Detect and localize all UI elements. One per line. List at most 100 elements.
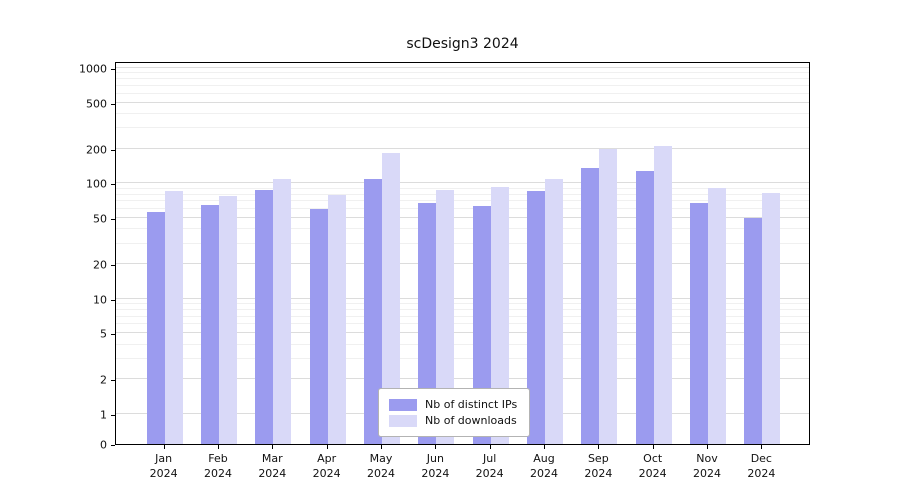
x-tick-month: Jul — [483, 452, 497, 465]
x-tick-mark — [761, 445, 763, 449]
x-tick-label: May 2024 — [367, 452, 395, 482]
x-tick-year: 2024 — [312, 466, 341, 480]
chart-title: scDesign3 2024 — [406, 36, 519, 52]
x-tick-mark — [435, 445, 437, 449]
legend-label-distinct-ips: Nb of distinct IPs — [425, 398, 518, 411]
major-gridline — [116, 332, 809, 334]
x-tick-year: 2024 — [366, 466, 395, 480]
bar-nb-of-downloads-may — [381, 152, 400, 444]
minor-gridline — [116, 78, 809, 80]
y-tick-label: 100 — [86, 177, 107, 191]
x-tick-year: 2024 — [475, 466, 504, 480]
x-tick-mark — [652, 445, 654, 449]
legend-swatch-distinct-ips — [389, 398, 417, 411]
x-tick-label: Aug 2024 — [530, 452, 558, 482]
x-tick-mark — [489, 445, 491, 449]
x-tick-label: Jun 2024 — [421, 452, 449, 482]
minor-gridline — [116, 127, 809, 129]
x-tick-label: Sep 2024 — [584, 452, 612, 482]
minor-gridline — [116, 357, 809, 359]
x-tick-month: Oct — [643, 452, 663, 465]
bar-nb-of-distinct-ips-jan — [146, 211, 165, 444]
minor-gridline — [116, 200, 809, 202]
minor-gridline — [116, 323, 809, 325]
y-tick-mark — [111, 149, 115, 151]
x-tick-month: Nov — [696, 452, 718, 465]
chart-legend: Nb of distinct IPs Nb of downloads — [378, 388, 531, 437]
major-gridline — [116, 101, 809, 103]
bar-nb-of-distinct-ips-aug — [527, 191, 545, 444]
y-tick-label: 20 — [93, 258, 107, 272]
x-tick-month: Mar — [261, 452, 283, 465]
bar-nb-of-downloads-jul — [490, 186, 509, 444]
bar-nb-of-downloads-sep — [599, 148, 618, 444]
x-tick-mark — [217, 445, 219, 449]
x-tick-month: Feb — [208, 452, 228, 465]
bar-nb-of-distinct-ips-mar — [255, 189, 274, 444]
x-tick-mark — [272, 445, 274, 449]
x-tick-year: 2024 — [747, 466, 776, 480]
bar-nb-of-distinct-ips-oct — [635, 170, 654, 444]
bar-nb-of-distinct-ips-nov — [690, 202, 708, 444]
minor-gridline — [116, 242, 809, 244]
y-tick-mark — [111, 184, 115, 186]
y-tick-label: 200 — [86, 143, 107, 157]
major-gridline — [116, 182, 809, 184]
bar-nb-of-distinct-ips-feb — [200, 204, 219, 444]
y-tick-mark — [111, 334, 115, 336]
minor-gridline — [116, 92, 809, 94]
minor-gridline — [116, 84, 809, 86]
minor-gridline — [116, 207, 809, 209]
x-tick-month: Jun — [426, 452, 444, 465]
legend-item-distinct-ips: Nb of distinct IPs — [389, 398, 517, 411]
x-tick-label: Feb 2024 — [204, 452, 232, 482]
major-gridline — [116, 262, 809, 264]
y-tick-label: 1 — [100, 408, 107, 422]
y-tick-mark — [111, 219, 115, 221]
x-tick-year: 2024 — [530, 466, 558, 480]
major-gridline — [116, 378, 809, 380]
y-tick-mark — [111, 69, 115, 70]
bar-nb-of-distinct-ips-may — [363, 178, 382, 444]
minor-gridline — [116, 72, 809, 74]
bar-nb-of-downloads-nov — [708, 187, 726, 444]
x-tick-month: Aug — [533, 452, 555, 465]
x-tick-month: Apr — [317, 452, 337, 465]
x-tick-mark — [163, 445, 165, 449]
y-tick-mark — [111, 380, 115, 382]
y-tick-mark — [111, 299, 115, 301]
legend-label-downloads: Nb of downloads — [425, 414, 517, 427]
x-tick-label: Nov 2024 — [693, 452, 721, 482]
x-tick-mark — [544, 445, 545, 449]
major-gridline — [116, 217, 809, 219]
x-tick-mark — [326, 445, 328, 449]
minor-gridline — [116, 308, 809, 310]
y-tick-label: 2 — [100, 373, 107, 387]
y-tick-mark — [111, 103, 115, 105]
x-tick-label: Mar 2024 — [258, 452, 286, 482]
bar-nb-of-distinct-ips-apr — [309, 208, 328, 444]
major-gridline — [116, 147, 809, 149]
y-tick-label: 10 — [93, 293, 107, 307]
plot-area: Nb of distinct IPs Nb of downloads — [115, 62, 810, 445]
x-tick-year: 2024 — [149, 466, 178, 480]
bar-nb-of-downloads-dec — [762, 192, 781, 444]
y-tick-label: 50 — [93, 212, 107, 226]
x-tick-month: Sep — [587, 452, 609, 465]
x-tick-label: Jan 2024 — [150, 452, 178, 482]
bar-nb-of-downloads-mar — [273, 178, 292, 444]
bar-nb-of-downloads-apr — [327, 194, 346, 444]
bar-nb-of-downloads-jan — [164, 191, 183, 444]
x-tick-mark — [598, 445, 600, 449]
minor-gridline — [116, 193, 809, 195]
x-tick-year: 2024 — [693, 466, 721, 480]
legend-item-downloads: Nb of downloads — [389, 414, 517, 427]
minor-gridline — [116, 228, 809, 230]
y-tick-label: 0 — [100, 438, 107, 452]
minor-gridline — [116, 302, 809, 304]
x-tick-label: Apr 2024 — [313, 452, 341, 482]
bar-nb-of-distinct-ips-sep — [581, 168, 600, 444]
x-tick-year: 2024 — [421, 466, 450, 480]
y-tick-label: 1000 — [79, 62, 107, 76]
